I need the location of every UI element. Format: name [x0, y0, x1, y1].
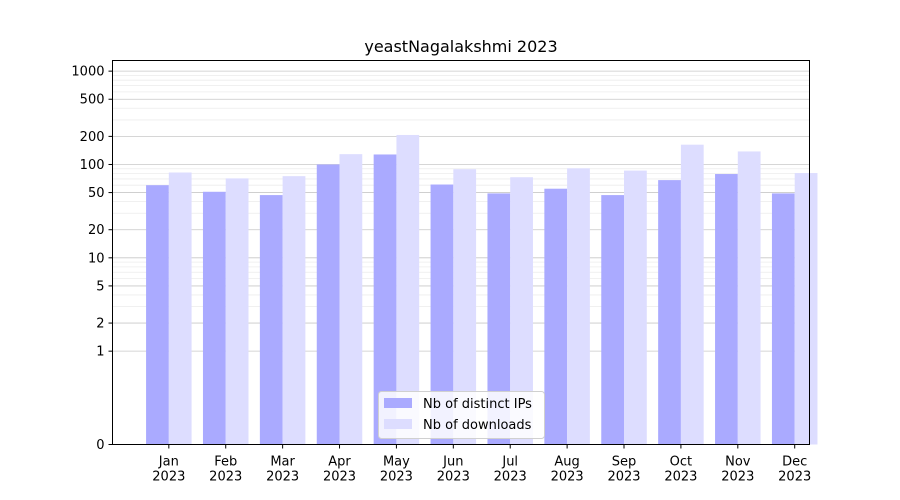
- bar-downloads-apr: [339, 154, 363, 445]
- y-tick-label: 100: [80, 158, 105, 173]
- bar-downloads-nov: [737, 151, 761, 445]
- bar-distinct-ips-mar: [259, 195, 283, 445]
- x-tick-label: Jan 2023: [152, 455, 185, 485]
- legend: Nb of distinct IPs Nb of downloads: [378, 391, 545, 439]
- x-tick-label: Jul 2023: [494, 455, 527, 485]
- bar-downloads-jun: [453, 169, 477, 445]
- bar-distinct-ips-jun: [430, 184, 454, 445]
- x-tick-label: Dec 2023: [778, 455, 811, 485]
- bar-distinct-ips-nov: [715, 174, 738, 445]
- y-tick-label: 50: [88, 186, 105, 201]
- chart-title: yeastNagalakshmi 2023: [364, 37, 557, 56]
- y-tick-label: 500: [80, 93, 105, 108]
- bar-downloads-oct: [680, 144, 704, 445]
- x-tick-label: Nov 2023: [721, 455, 754, 485]
- legend-swatch: [384, 398, 412, 408]
- bar-downloads-dec: [794, 173, 818, 445]
- bar-downloads-jul: [510, 177, 533, 445]
- y-tick-label: 200: [80, 130, 105, 145]
- legend-box: [378, 391, 545, 439]
- x-tick-label: Sep 2023: [607, 455, 640, 485]
- y-tick-label: 10: [88, 251, 105, 266]
- bar-distinct-ips-may: [373, 154, 397, 445]
- x-axis: Jan 2023 Feb 2023 Mar 2023 Apr 2023 May 2023 Jun 20…: [152, 444, 811, 485]
- x-tick-label: Jun 2023: [437, 455, 470, 485]
- bar-distinct-ips-sep: [601, 195, 625, 445]
- y-tick-label: 5: [96, 279, 104, 294]
- x-tick-label: Apr 2023: [323, 455, 356, 485]
- bar-downloads-jan: [168, 172, 192, 445]
- y-tick-label: 2: [96, 317, 104, 332]
- bar-distinct-ips-apr: [316, 164, 340, 445]
- x-tick-label: Mar 2023: [266, 455, 299, 485]
- y-axis: 0 1 2 5 10 20 50 100 200 500 1000: [71, 65, 113, 453]
- bar-distinct-ips-oct: [658, 180, 681, 445]
- plot-frame: [112, 60, 810, 445]
- x-tick-label: Oct 2023: [664, 455, 697, 485]
- bars-group: [146, 134, 818, 445]
- legend-label: Nb of distinct IPs: [423, 397, 532, 412]
- bar-downloads-aug: [567, 168, 590, 445]
- bar-distinct-ips-jul: [487, 193, 511, 445]
- bar-distinct-ips-jan: [146, 185, 169, 445]
- x-tick-label: Aug 2023: [551, 455, 584, 485]
- x-tick-label: Feb 2023: [209, 455, 242, 485]
- y-tick-label: 1: [96, 345, 104, 360]
- y-tick-label: 1000: [71, 65, 104, 80]
- bar-downloads-feb: [225, 178, 249, 445]
- bar-distinct-ips-dec: [771, 193, 795, 445]
- legend-swatch: [384, 419, 412, 429]
- x-tick-label: May 2023: [380, 455, 413, 485]
- bar-distinct-ips-feb: [202, 191, 226, 445]
- bar-downloads-mar: [282, 176, 306, 445]
- bar-downloads-sep: [624, 170, 647, 445]
- legend-label: Nb of downloads: [423, 418, 532, 433]
- bar-distinct-ips-aug: [544, 188, 568, 445]
- y-tick-label: 20: [88, 223, 105, 238]
- bar-downloads-may: [396, 134, 420, 445]
- y-tick-label: 0: [96, 438, 104, 453]
